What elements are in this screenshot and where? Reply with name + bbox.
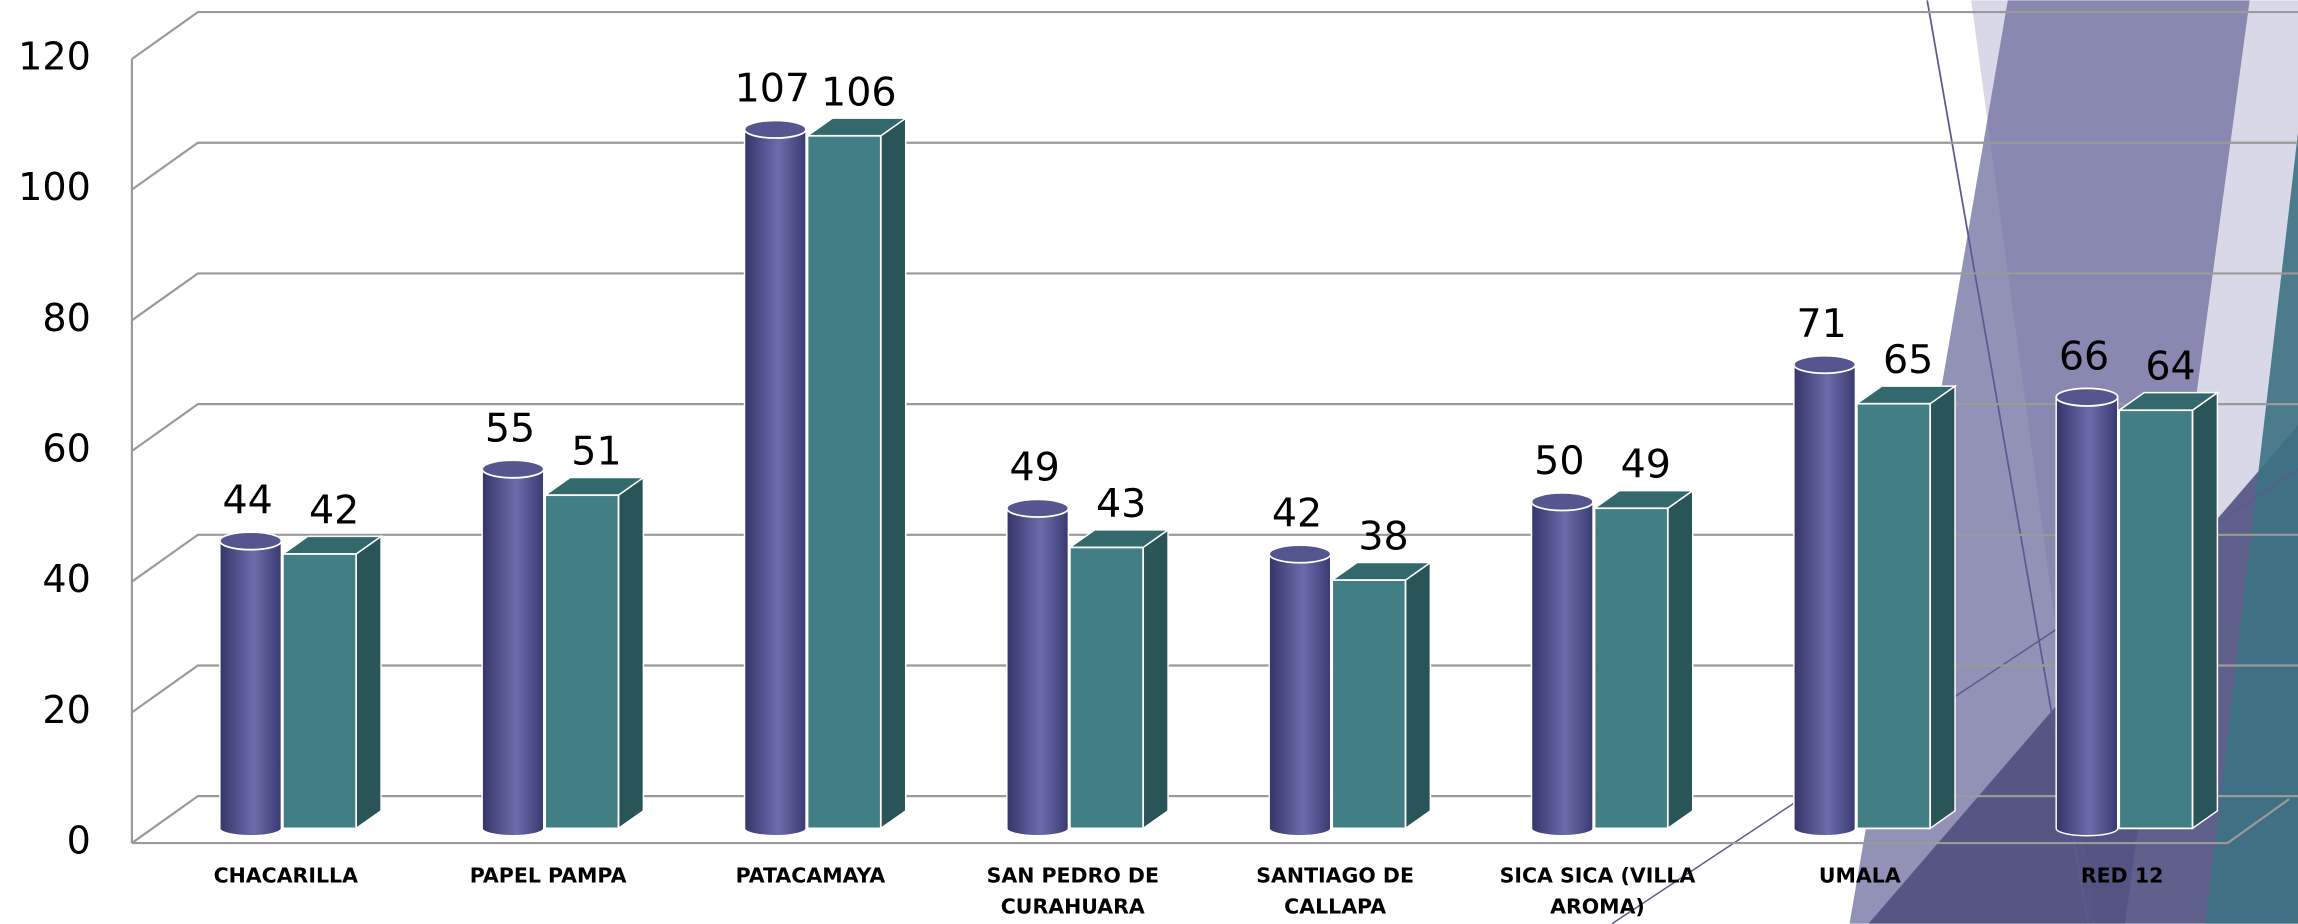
plot: 0 20 40 60 80 100 120 44 55 107 49 42 50 71 66 42 51 106 4… bbox=[18, 10, 2298, 919]
cylinder-top bbox=[481, 459, 545, 479]
x-tick-label: SICA SICA (VILLA AROMA) bbox=[1500, 864, 1696, 919]
box-side bbox=[1404, 561, 1432, 830]
value-label: 65 bbox=[1883, 337, 1933, 383]
x-tick-label: RED 12 bbox=[2081, 864, 2163, 888]
box-side bbox=[1142, 528, 1169, 830]
box-front bbox=[1855, 402, 1932, 830]
cylinder-body bbox=[743, 128, 807, 837]
cylinder-bar bbox=[1005, 498, 1070, 837]
cylinder-bar bbox=[481, 459, 545, 837]
grid-line bbox=[131, 141, 2298, 191]
value-label: 43 bbox=[1096, 481, 1146, 527]
value-label: 38 bbox=[1358, 514, 1408, 560]
x-tick-label: SANTIAGO DE CALLAPA bbox=[1256, 864, 1414, 919]
cylinder-bar bbox=[1792, 354, 1857, 837]
cylinder-top bbox=[2055, 387, 2119, 407]
cylinder-top bbox=[743, 119, 807, 139]
x-tick-label: SAN PEDRO DE CURAHUARA bbox=[987, 864, 1159, 919]
grid-line bbox=[131, 10, 2298, 60]
cylinder-top bbox=[1268, 544, 1332, 564]
value-label: 66 bbox=[2059, 334, 2109, 380]
box-side bbox=[617, 476, 645, 830]
value-label: 51 bbox=[571, 429, 621, 475]
box-bar bbox=[1592, 489, 1696, 830]
y-tick-label: 40 bbox=[42, 557, 90, 601]
value-label: 64 bbox=[2145, 344, 2195, 390]
box-side bbox=[1667, 489, 1694, 830]
cylinder-bar bbox=[1268, 544, 1332, 837]
box-front bbox=[806, 134, 882, 830]
cylinder-body bbox=[219, 540, 283, 837]
value-label: 50 bbox=[1534, 438, 1584, 484]
value-label: 42 bbox=[309, 487, 359, 533]
box-side bbox=[1929, 384, 1956, 830]
value-label: 55 bbox=[485, 405, 535, 451]
grid-line bbox=[131, 403, 2298, 452]
grid-line bbox=[131, 272, 2298, 322]
box-front bbox=[544, 494, 620, 830]
cylinder-bar bbox=[218, 531, 283, 837]
cylinder-top bbox=[218, 531, 283, 551]
box-front bbox=[281, 553, 358, 830]
cylinder-body bbox=[1793, 363, 1857, 837]
box-bar bbox=[1067, 528, 1171, 830]
box-front bbox=[1068, 546, 1145, 830]
floor-edge bbox=[131, 798, 2290, 845]
cylinder-body bbox=[481, 468, 545, 837]
box-side bbox=[880, 116, 907, 830]
cylinder-top bbox=[1792, 354, 1857, 375]
x-tick-label: PAPEL PAMPA bbox=[470, 864, 627, 888]
box-side bbox=[355, 534, 382, 830]
box-bar bbox=[1854, 384, 1958, 830]
y-tick-label: 20 bbox=[42, 688, 90, 732]
box-front bbox=[1331, 579, 1407, 830]
x-tick-label: CHACARILLA bbox=[214, 864, 359, 888]
cylinder-top bbox=[1530, 492, 1594, 512]
box-bar bbox=[542, 476, 646, 830]
y-tick-label: 120 bbox=[18, 34, 91, 78]
cylinder-body bbox=[1530, 500, 1594, 837]
cylinder-bar bbox=[743, 119, 807, 837]
cylinder-body bbox=[1268, 553, 1332, 837]
value-label: 107 bbox=[735, 66, 811, 112]
cylinder-bar bbox=[1530, 492, 1594, 837]
value-label: 106 bbox=[821, 69, 897, 115]
x-tick-label: UMALA bbox=[1819, 864, 1901, 888]
cylinder-bar bbox=[2055, 387, 2119, 837]
value-label: 49 bbox=[1010, 445, 1060, 491]
box-front bbox=[2118, 409, 2194, 830]
box-bar bbox=[1329, 561, 1433, 830]
y-tick-label: 100 bbox=[18, 165, 91, 209]
value-label: 71 bbox=[1797, 301, 1847, 347]
box-side bbox=[2191, 391, 2219, 830]
value-label: 44 bbox=[223, 477, 273, 523]
cylinder-body bbox=[1006, 507, 1070, 837]
y-tick-label: 80 bbox=[42, 296, 90, 340]
y-tick-label: 0 bbox=[67, 819, 91, 863]
x-tick-label: PATACAMAYA bbox=[736, 864, 886, 888]
box-bar bbox=[2116, 391, 2220, 830]
box-bar bbox=[280, 534, 384, 830]
box-bar bbox=[805, 116, 909, 830]
box-front bbox=[1593, 507, 1669, 830]
cylinder-top bbox=[1005, 498, 1070, 518]
value-label: 49 bbox=[1621, 442, 1671, 488]
cylinder-body bbox=[2055, 396, 2119, 837]
value-label: 42 bbox=[1272, 490, 1322, 536]
y-tick-label: 60 bbox=[42, 427, 90, 471]
